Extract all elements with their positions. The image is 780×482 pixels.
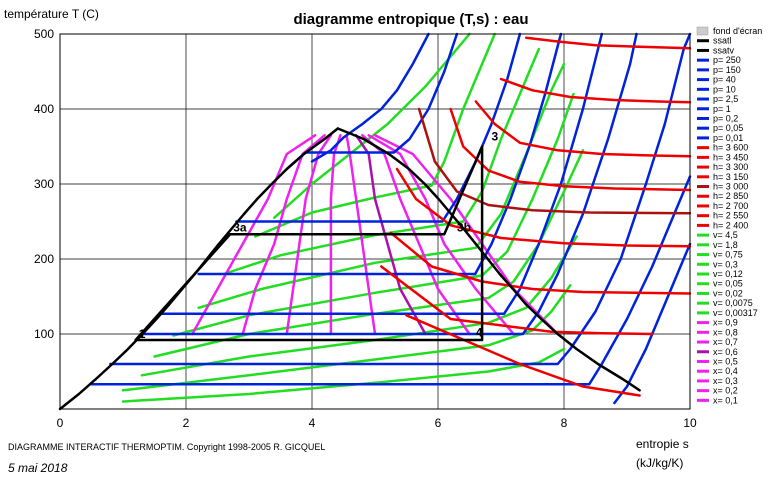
isobar-line: [310, 32, 430, 163]
isochore-line: [222, 47, 541, 276]
legend-label: v= 0,3: [713, 259, 738, 269]
x-tick-label: 8: [561, 416, 568, 430]
legend-label: v= 1,8: [713, 240, 738, 250]
legend-label: x= 0,1: [713, 395, 738, 405]
y-axis-label: température T (C): [4, 7, 99, 21]
x-axis-label: entropie s: [636, 437, 689, 451]
legend-label: v= 0,05: [713, 279, 743, 289]
legend-label: v= 0,0075: [713, 298, 753, 308]
isenthalpic-line: [389, 231, 692, 295]
legend-label: h= 2 700: [713, 201, 748, 211]
legend-label: h= 3 150: [713, 172, 748, 182]
x-tick-label: 0: [57, 416, 64, 430]
chart-title: diagramme entropique (T,s) : eau: [293, 11, 528, 28]
legend-label: p= 0,05: [713, 123, 743, 133]
isochore-line: [197, 62, 566, 310]
legend-label: v= 0,02: [713, 288, 743, 298]
isochore-line: [153, 149, 585, 358]
y-tick-label: 500: [34, 27, 54, 41]
legend-label: p= 1: [713, 104, 731, 114]
legend-label: p= 250: [713, 55, 741, 65]
isochore-line: [121, 284, 572, 392]
isenthalpic-line: [449, 107, 692, 192]
legend-label: x= 0,3: [713, 376, 738, 386]
legend-label: h= 2 550: [713, 211, 748, 221]
cycle-point-label: 1: [139, 327, 146, 341]
legend-swatch: [696, 26, 709, 36]
legend-label: h= 3 450: [713, 152, 748, 162]
legend-label: p= 40: [713, 75, 736, 85]
quality-line: [373, 134, 559, 336]
isenthalpic-line: [499, 77, 692, 104]
legend-label: v= 0,75: [713, 250, 743, 260]
y-tick-label: 400: [34, 102, 54, 116]
legend-label: x= 0,2: [713, 386, 738, 396]
legend-label: h= 3 300: [713, 162, 748, 172]
legend-label: ssatl: [713, 36, 732, 46]
y-tick-label: 200: [34, 252, 54, 266]
isochore-line: [272, 32, 471, 220]
x-tick-label: 4: [309, 416, 316, 430]
x-tick-label: 2: [183, 416, 190, 430]
legend-label: h= 3 000: [713, 182, 748, 192]
legend-label: fond d'écran: [713, 26, 762, 36]
isobar-line: [109, 32, 692, 366]
cycle-point-label: 3a: [233, 220, 247, 234]
legend-label: v= 4,5: [713, 230, 738, 240]
legend-label: v= 0,12: [713, 269, 743, 279]
legend-label: h= 2 400: [713, 220, 748, 230]
isobar-line: [613, 242, 692, 405]
legend-label: h= 2 850: [713, 191, 748, 201]
isobar-line: [235, 32, 522, 223]
legend-label: x= 0,5: [713, 356, 738, 366]
legend-label: x= 0,4: [713, 366, 738, 376]
isobar-line: [90, 175, 692, 386]
cycle-point-label: 3b: [457, 220, 471, 234]
isenthalpic-line: [474, 100, 692, 158]
cycle-point-label: 4: [476, 325, 483, 339]
legend-label: ssatv: [713, 45, 735, 55]
isochore-line: [121, 347, 566, 403]
cycle-path: [134, 145, 484, 342]
legend-label: p= 10: [713, 84, 736, 94]
cycle-point-label: 3: [492, 130, 499, 144]
legend-label: v= 0,00317: [713, 308, 758, 318]
legend-label: x= 0,6: [713, 347, 738, 357]
legend-label: x= 0,7: [713, 337, 738, 347]
plot-frame: [59, 33, 691, 410]
isenthalpic-line: [417, 107, 692, 215]
y-tick-label: 300: [34, 177, 54, 191]
legend-label: h= 3 600: [713, 143, 748, 153]
y-tick-label: 100: [34, 327, 54, 341]
isenthalpic-line: [380, 265, 654, 336]
legend-label: p= 0,01: [713, 133, 743, 143]
legend-label: x= 0,9: [713, 318, 738, 328]
legend-label: p= 150: [713, 65, 741, 75]
x-axis-unit-label: (kJ/kg/K): [636, 456, 683, 470]
legend-label: x= 0,8: [713, 327, 738, 337]
legend-label: p= 0,2: [713, 113, 738, 123]
isobar-line: [285, 32, 459, 171]
x-tick-label: 6: [435, 416, 442, 430]
footer-credit: DIAGRAMME INTERACTIF THERMOPTIM. Copyrig…: [8, 442, 325, 452]
isenthalpic-line: [524, 36, 692, 50]
legend-label: p= 2,5: [713, 94, 738, 104]
isobar-line: [159, 32, 604, 316]
isenthalpic-line: [395, 167, 692, 248]
footer-date: 5 mai 2018: [8, 461, 68, 475]
isochore-line: [254, 32, 496, 238]
x-tick-label: 10: [683, 416, 697, 430]
saturation-vapor-line: [336, 127, 641, 392]
isobar-line: [140, 32, 638, 336]
